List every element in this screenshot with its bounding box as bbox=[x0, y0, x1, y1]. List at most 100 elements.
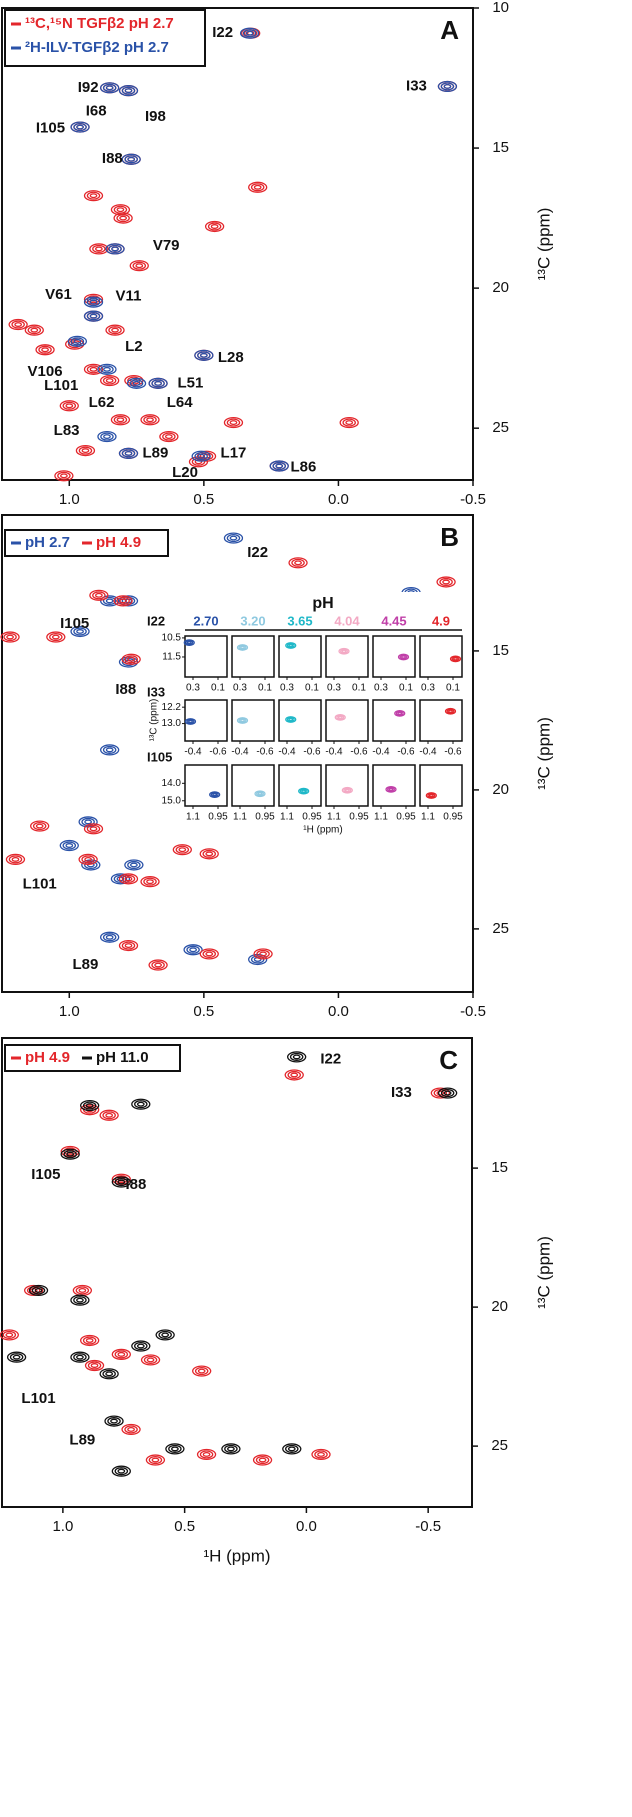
peak bbox=[236, 717, 249, 724]
contour bbox=[257, 792, 263, 796]
contour bbox=[107, 1417, 121, 1426]
peak-label: L20 bbox=[172, 464, 198, 481]
peak bbox=[209, 791, 221, 799]
contour bbox=[401, 655, 406, 659]
inset-x-tick-label: -0.4 bbox=[325, 747, 343, 758]
inset-x-label: ¹H (ppm) bbox=[303, 825, 342, 836]
contour bbox=[226, 534, 241, 543]
peak-label: L89 bbox=[142, 444, 168, 461]
peak bbox=[83, 190, 104, 202]
peak bbox=[99, 1368, 119, 1380]
contour bbox=[105, 1371, 114, 1377]
contour bbox=[117, 1179, 126, 1185]
contour bbox=[227, 1446, 235, 1452]
contour bbox=[5, 1332, 14, 1338]
contour bbox=[73, 627, 87, 636]
contour bbox=[425, 792, 437, 799]
contour bbox=[121, 874, 136, 883]
y-tick-label: 15 bbox=[492, 642, 509, 659]
peak-label: L83 bbox=[54, 422, 80, 439]
x-tick-label: 0.0 bbox=[328, 491, 349, 508]
peak bbox=[8, 318, 28, 331]
plot-frame bbox=[1, 7, 474, 481]
x-tick-label: 0.5 bbox=[174, 1518, 195, 1535]
peak bbox=[236, 644, 249, 651]
contour bbox=[194, 452, 208, 461]
contour bbox=[105, 243, 125, 255]
y-tick-label: 15 bbox=[492, 139, 509, 156]
contour bbox=[158, 1330, 172, 1339]
contour bbox=[199, 352, 208, 358]
contour bbox=[386, 786, 396, 792]
contour bbox=[83, 363, 104, 375]
contour bbox=[99, 1109, 119, 1121]
inset-x-tick-label: -0.4 bbox=[278, 747, 296, 758]
inset-cell bbox=[231, 699, 275, 742]
inset-x-tick-label: -0.4 bbox=[231, 747, 249, 758]
inset-y-tick-label: 12.2 bbox=[162, 702, 182, 713]
contour bbox=[239, 27, 260, 39]
contour bbox=[129, 862, 138, 868]
contour bbox=[63, 1150, 77, 1159]
contour bbox=[30, 327, 39, 333]
legend-label: pH 11.0 bbox=[96, 1049, 149, 1066]
panel-label: A bbox=[440, 15, 459, 45]
contour bbox=[86, 295, 101, 304]
peak-label: L101 bbox=[44, 377, 78, 394]
contour bbox=[342, 418, 356, 427]
peak bbox=[118, 447, 139, 459]
contour bbox=[73, 1353, 87, 1362]
contour bbox=[84, 856, 93, 862]
contour bbox=[108, 244, 122, 253]
y-tick-label: 25 bbox=[491, 1437, 508, 1454]
contour bbox=[124, 450, 133, 456]
contour bbox=[76, 629, 84, 634]
contour bbox=[127, 1426, 135, 1432]
contour bbox=[197, 453, 206, 459]
contour bbox=[161, 1332, 170, 1338]
y-axis-label: ¹³C (ppm) bbox=[534, 208, 553, 281]
inset-x-tick-label: -0.6 bbox=[256, 747, 274, 758]
peak bbox=[184, 718, 197, 725]
contour bbox=[81, 448, 90, 454]
contour bbox=[59, 839, 79, 852]
peak bbox=[111, 1348, 131, 1360]
contour bbox=[236, 644, 249, 651]
column-label: 2.70 bbox=[193, 613, 218, 628]
inset-y-tick-label: 14.0 bbox=[162, 778, 182, 789]
contour bbox=[99, 1368, 119, 1380]
contour bbox=[84, 1359, 105, 1372]
contour bbox=[102, 376, 117, 385]
inset-y-tick-label: 11.5 bbox=[162, 652, 181, 663]
contour bbox=[108, 326, 122, 335]
peak bbox=[155, 1329, 175, 1341]
contour bbox=[105, 934, 114, 940]
contour bbox=[205, 851, 214, 857]
contour bbox=[140, 1354, 161, 1366]
contour bbox=[65, 403, 74, 409]
peak bbox=[89, 589, 109, 601]
peak bbox=[436, 576, 456, 588]
peak bbox=[110, 414, 131, 426]
contour bbox=[28, 1284, 49, 1297]
contour bbox=[9, 1353, 24, 1362]
contour bbox=[102, 1369, 116, 1378]
contour bbox=[286, 716, 295, 723]
inset-x-tick-label: 0.1 bbox=[305, 683, 319, 694]
contour bbox=[291, 558, 305, 567]
inset-cell bbox=[278, 635, 322, 678]
contour bbox=[339, 648, 349, 654]
contour bbox=[113, 415, 128, 424]
contour bbox=[223, 532, 244, 544]
peak bbox=[148, 377, 168, 389]
contour bbox=[6, 1351, 27, 1363]
contour bbox=[168, 1444, 182, 1453]
contour bbox=[311, 1448, 331, 1461]
plot-frame bbox=[1, 1037, 473, 1508]
inset-cell bbox=[325, 635, 369, 678]
contour bbox=[124, 88, 133, 94]
contour bbox=[143, 415, 157, 424]
inset-x-tick-label: 1.1 bbox=[374, 812, 388, 823]
peak bbox=[60, 1148, 80, 1160]
inset-x-tick-label: 0.1 bbox=[399, 683, 413, 694]
